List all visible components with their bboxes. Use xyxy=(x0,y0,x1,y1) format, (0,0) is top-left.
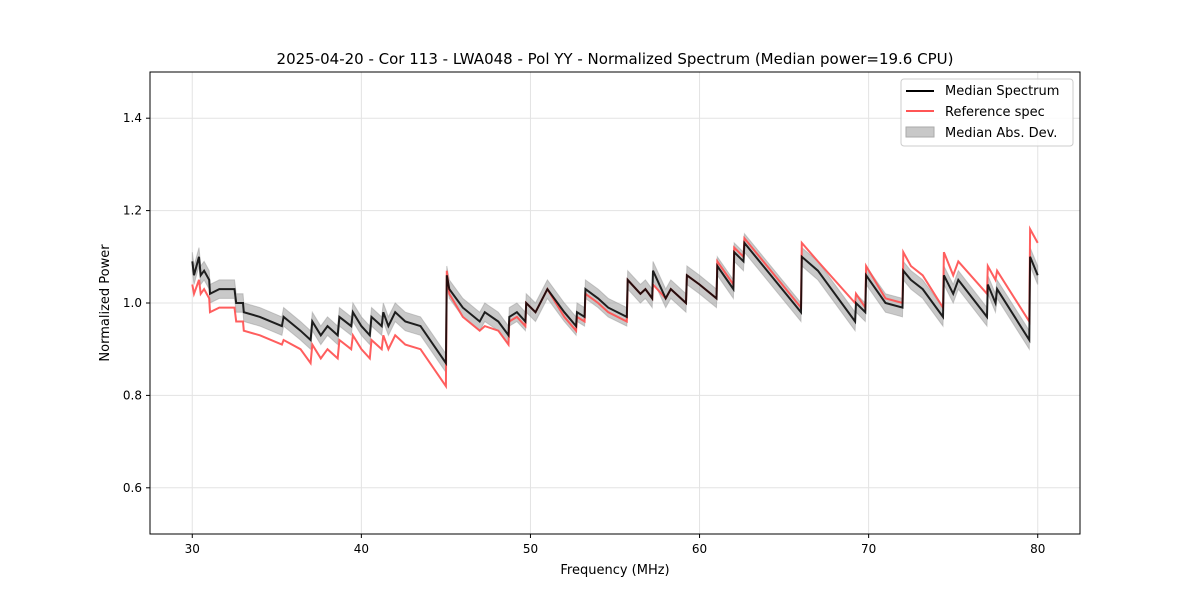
x-tick-label: 60 xyxy=(692,542,707,556)
y-tick-label: 0.8 xyxy=(123,388,142,402)
x-tick-label: 30 xyxy=(185,542,200,556)
x-tick-label: 50 xyxy=(523,542,538,556)
y-tick-label: 1.2 xyxy=(123,204,142,218)
y-tick-label: 1.0 xyxy=(123,296,142,310)
legend-median-label: Median Spectrum xyxy=(945,84,1059,99)
median-spectrum-line xyxy=(191,240,1039,367)
legend-mad-label: Median Abs. Dev. xyxy=(945,126,1057,141)
x-tick-label: 40 xyxy=(354,542,369,556)
legend: Median Spectrum Reference spec Median Ab… xyxy=(900,78,1074,147)
y-axis-label: Normalized Power xyxy=(98,244,113,362)
y-tick-label: 1.4 xyxy=(123,111,142,125)
mad-band xyxy=(191,232,1039,374)
chart-title: 2025-04-20 - Cor 113 - LWA048 - Pol YY -… xyxy=(277,50,954,68)
reference-spectrum-line xyxy=(191,225,1039,390)
x-tick-label: 80 xyxy=(1030,542,1045,556)
axis-ticks: 30 40 50 60 70 80 0.6 0.8 1.0 1.2 1.4 xyxy=(123,111,1045,556)
grid xyxy=(150,72,1080,534)
y-tick-label: 0.6 xyxy=(123,481,142,495)
x-tick-label: 70 xyxy=(861,542,876,556)
x-axis-label: Frequency (MHz) xyxy=(560,563,669,578)
legend-reference-label: Reference spec xyxy=(945,105,1045,120)
legend-mad-swatch xyxy=(905,126,935,138)
